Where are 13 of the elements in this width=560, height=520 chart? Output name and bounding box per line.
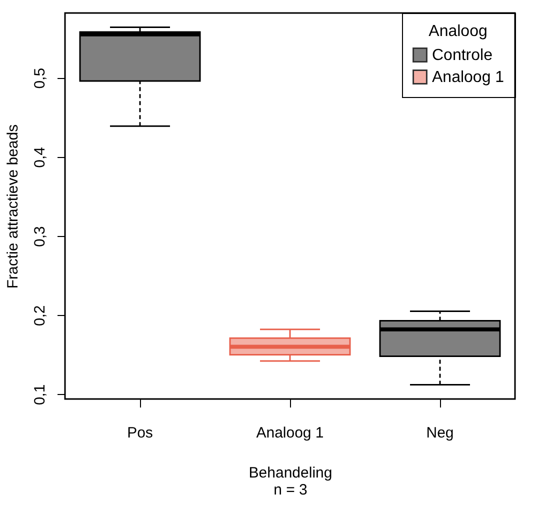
x-tick-label: Pos xyxy=(127,424,153,442)
y-tick-label: 0,3 xyxy=(32,226,48,247)
y-axis-title: Fractie attractieve beads xyxy=(4,124,22,289)
legend-label: Analoog 1 xyxy=(432,69,504,86)
x-tick-label: Neg xyxy=(426,424,454,442)
y-tick-label: 0,4 xyxy=(32,147,48,168)
legend-title: Analoog xyxy=(428,23,488,40)
x-tick-label: Analoog 1 xyxy=(256,424,324,442)
y-tick-label: 0,1 xyxy=(32,384,48,406)
legend-label: Controle xyxy=(432,47,493,64)
x-axis-title: Behandeling n = 3 xyxy=(248,464,332,498)
y-tick-label: 0,5 xyxy=(32,68,48,89)
y-tick-label: 0,2 xyxy=(32,305,48,326)
